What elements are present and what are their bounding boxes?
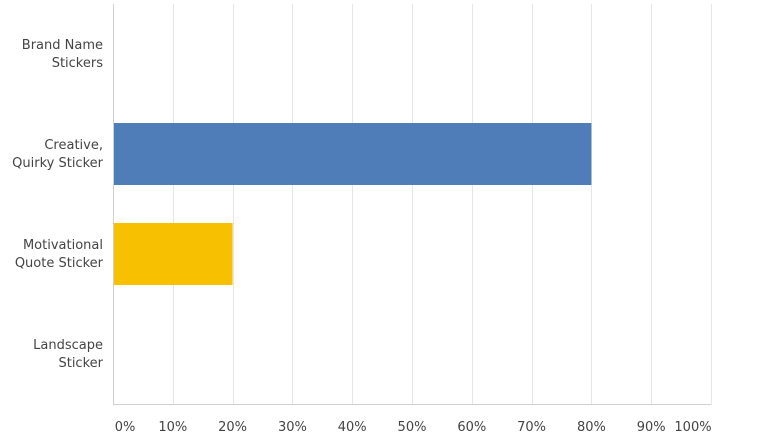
category-labels: Brand Name Stickers Creative, Quirky Sticke…: [12, 38, 103, 371]
category-label-2: Motivational Quote Sticker: [15, 238, 104, 271]
bar-1[interactable]: [114, 123, 592, 185]
category-label-line: Motivational: [23, 238, 103, 253]
axis-layer: [113, 4, 712, 405]
x-tick-label-10: 10%: [158, 420, 187, 435]
category-label-line: Quote Sticker: [15, 256, 104, 271]
category-label-1: Creative, Quirky Sticker: [12, 138, 103, 171]
x-tick-label-90: 90%: [637, 420, 666, 435]
bar-2[interactable]: [114, 223, 233, 285]
x-tick-label-20: 20%: [218, 420, 247, 435]
category-label-line: Brand Name: [22, 38, 103, 53]
category-label-line: Creative,: [44, 138, 103, 153]
x-tick-label-0: 0%: [115, 420, 136, 435]
category-label-3: Landscape Sticker: [33, 338, 103, 371]
category-label-line: Sticker: [58, 356, 103, 371]
x-tick-label-80: 80%: [577, 420, 606, 435]
x-tick-label-30: 30%: [278, 420, 307, 435]
x-tick-label-60: 60%: [457, 420, 486, 435]
x-tick-label-100: 100%: [674, 420, 711, 435]
category-label-0: Brand Name Stickers: [22, 38, 103, 71]
category-label-line: Landscape: [33, 338, 103, 353]
bar-layer: [114, 123, 592, 285]
category-label-line: Stickers: [52, 56, 104, 71]
x-tick-label-50: 50%: [398, 420, 427, 435]
x-tick-label-40: 40%: [338, 420, 367, 435]
tick-labels: 0% 10% 20% 30% 40% 50% 60% 70% 80% 90% 100%: [115, 420, 712, 435]
category-label-line: Quirky Sticker: [12, 156, 103, 171]
x-tick-label-70: 70%: [517, 420, 546, 435]
grid-layer: [173, 4, 712, 404]
